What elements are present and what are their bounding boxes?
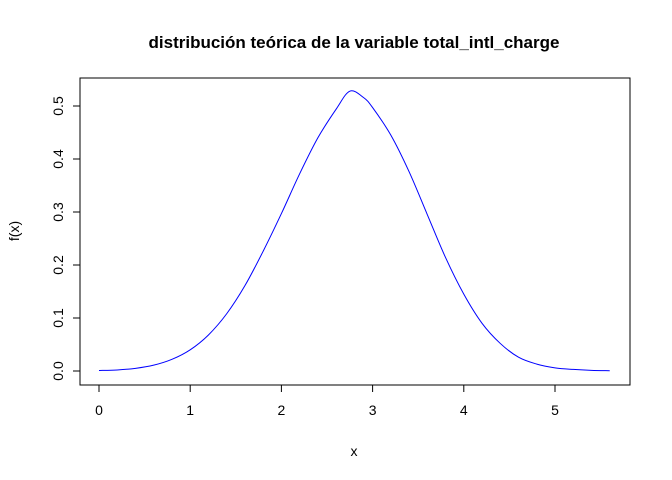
- y-axis-label: f(x): [6, 221, 22, 241]
- x-axis-label: x: [351, 443, 358, 459]
- density-curve: [98, 90, 610, 372]
- x-tick-label: 3: [369, 402, 377, 418]
- x-tick-label: 4: [460, 402, 468, 418]
- series-layer: [98, 90, 610, 372]
- y-tick-label: 0.2: [50, 255, 66, 275]
- y-axis: 0.0 0.1 0.2 0.3 0.4 0.5: [50, 96, 81, 381]
- plot-frame: [79, 77, 631, 386]
- y-tick-label: 0.1: [50, 308, 66, 328]
- x-tick-label: 5: [551, 402, 559, 418]
- x-tick-label: 2: [278, 402, 286, 418]
- y-tick-label: 0.3: [50, 202, 66, 222]
- x-tick-label: 0: [95, 402, 103, 418]
- y-tick-label: 0.5: [50, 96, 66, 116]
- chart-title: distribución teórica de la variable tota…: [149, 33, 560, 52]
- y-tick-label: 0.0: [50, 361, 66, 381]
- x-axis: 0 1 2 3 4 5: [95, 384, 559, 418]
- y-tick-label: 0.4: [50, 149, 66, 169]
- x-tick-label: 1: [186, 402, 194, 418]
